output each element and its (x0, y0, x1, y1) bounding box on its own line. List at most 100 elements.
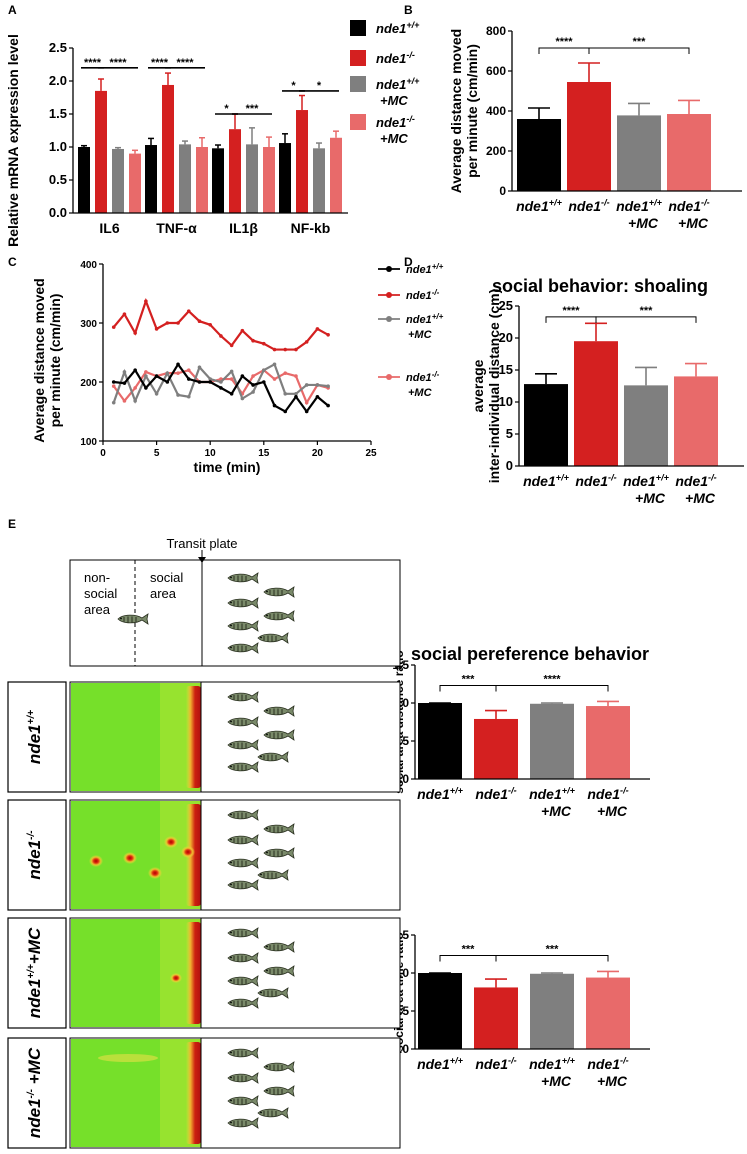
data-point (315, 394, 320, 399)
data-point (229, 377, 234, 381)
data-point (144, 370, 148, 374)
data-point (240, 396, 245, 401)
data-point (122, 312, 127, 316)
y-tick-label: 2.0 (49, 73, 67, 88)
heatmap-hotspot (98, 1054, 158, 1062)
group-label-suffix: +MC (541, 1073, 572, 1089)
significance-label: **** (543, 674, 561, 686)
data-point (197, 380, 202, 384)
significance-label: *** (462, 674, 476, 686)
data-point (197, 319, 202, 324)
bar (112, 148, 124, 213)
legend-label-suffix: +MC (408, 329, 433, 341)
x-tick-label: 5 (154, 448, 160, 459)
data-point (133, 368, 137, 373)
legend-label-suffix: +MC (380, 93, 408, 108)
legend-label: nde1-/- (376, 50, 415, 66)
data-point (283, 392, 288, 396)
panel-letter-b: B (404, 3, 413, 17)
heatmap-label: nde1+/++MC (25, 927, 44, 1018)
x-category-label: nde1+/+ (529, 785, 576, 802)
x-category-label: nde1-/- (475, 1055, 516, 1072)
y-tick-label: 100 (80, 437, 97, 448)
x-tick-label: 25 (365, 448, 377, 459)
x-category-label: nde1+/+ (523, 472, 570, 489)
chart-title: social pereference behavior (411, 644, 649, 664)
significance-bracket (495, 685, 609, 692)
bar (624, 385, 668, 466)
data-point (186, 368, 191, 373)
legend-swatch (350, 20, 366, 36)
chart-title: social behavior: shoaling (492, 276, 708, 296)
x-category-label: nde1-/- (587, 1055, 628, 1072)
y-axis-label: Relative mRNA expression level (5, 34, 21, 247)
data-point (186, 309, 191, 314)
legend-swatch (350, 76, 366, 92)
y-tick-label: 0.5 (49, 172, 67, 187)
panel-letter-e: E (8, 517, 16, 531)
significance-label: **** (151, 57, 169, 69)
data-point (144, 386, 148, 390)
data-point (133, 399, 137, 403)
x-category-label: nde1+/+ (417, 1055, 464, 1072)
nonsocial-area-label: social (84, 586, 117, 601)
legend-marker (386, 374, 392, 380)
bar (212, 148, 224, 213)
data-point (262, 341, 266, 346)
heatmap-hotspot (164, 836, 178, 848)
y-tick-label: 25 (499, 298, 513, 313)
data-point (219, 386, 223, 390)
data-point (219, 334, 223, 338)
data-point (176, 393, 180, 397)
x-category-label: IL6 (99, 220, 119, 236)
panel-letter-d: D (404, 255, 413, 269)
legend-label: nde1+/+ (376, 20, 420, 36)
y-tick-label: 300 (80, 319, 97, 330)
x-tick-label: 20 (312, 448, 324, 459)
bar (586, 706, 630, 779)
data-point (294, 394, 298, 399)
x-category-label: TNF-α (156, 220, 197, 236)
significance-bracket (595, 316, 697, 323)
data-point (272, 347, 277, 352)
bar (474, 718, 518, 779)
significance-bracket (439, 955, 497, 962)
data-point (315, 327, 320, 331)
data-point (294, 374, 298, 378)
significance-label: **** (109, 57, 127, 69)
bar (229, 129, 241, 213)
data-point (176, 321, 180, 325)
group-label-suffix: +MC (597, 1073, 628, 1089)
data-point (144, 299, 148, 303)
data-point (165, 380, 170, 384)
data-point (294, 392, 298, 396)
group-label-suffix: +MC (541, 803, 572, 819)
y-tick-label: 5 (506, 426, 513, 441)
significance-label: * (291, 80, 296, 92)
bar (667, 114, 711, 191)
heatmap (71, 919, 201, 1027)
data-point (304, 400, 309, 405)
x-category-label: nde1+/+ (616, 197, 663, 214)
x-category-label: nde1+/+ (623, 472, 670, 489)
legend-label-suffix: +MC (408, 387, 433, 399)
nonsocial-area-label: non- (84, 570, 110, 585)
data-point (154, 392, 159, 396)
y-tick-label: 1.5 (49, 106, 67, 121)
legend-marker (386, 316, 392, 322)
heatmap-label-box (7, 1037, 67, 1149)
bar (129, 153, 141, 213)
data-point (283, 371, 288, 375)
bar (418, 973, 462, 1049)
bar (145, 145, 157, 213)
significance-label: * (224, 103, 229, 115)
heatmap-label: nde1-/- (25, 830, 44, 880)
y-axis-label: Average distance moved (448, 29, 464, 193)
significance-label: * (317, 80, 322, 92)
heatmap-label: nde1+/+ (25, 710, 44, 764)
legend-marker (386, 292, 392, 298)
data-point (122, 381, 127, 385)
significance-label: **** (562, 305, 580, 317)
y-tick-label: 0 (506, 458, 513, 473)
data-point (283, 409, 288, 414)
